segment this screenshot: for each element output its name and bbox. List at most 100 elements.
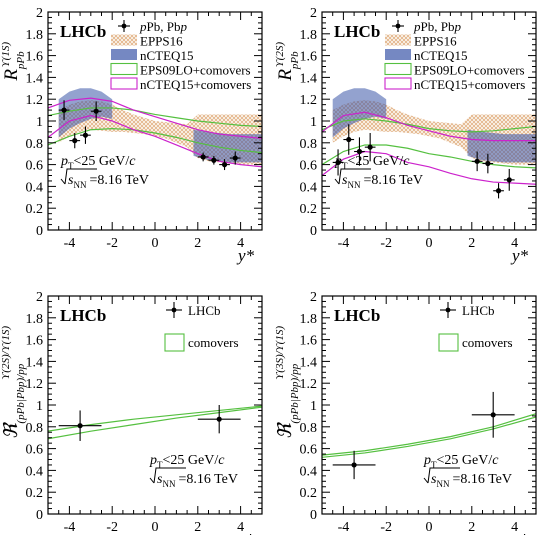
- y-tick-label: 0: [310, 224, 317, 239]
- x-tick-label: 0: [152, 520, 159, 535]
- y-axis-label: ℜ(pPb|Pbp)/ppϒ(3S)/ϒ(1S): [274, 326, 301, 439]
- legend-swatch-ncteq15: [385, 49, 411, 60]
- legend-swatch-ncteq15-comovers: [110, 77, 138, 90]
- x-axis-label: y*: [236, 530, 255, 535]
- x-axis-label: y*: [236, 246, 255, 265]
- data-point: [332, 450, 376, 480]
- marker: [200, 154, 206, 160]
- plot-area: [322, 88, 536, 199]
- legend: LHCb comovers: [438, 302, 513, 352]
- x-tick-label: -4: [64, 520, 76, 535]
- y-tick-label: 0.2: [300, 202, 318, 217]
- legend-label: pPb, Pbp: [139, 19, 187, 34]
- y-axis-label: RpPbϒ(2S): [274, 42, 301, 82]
- x-tick-label: 2: [194, 520, 201, 535]
- marker: [346, 136, 352, 143]
- marker: [474, 158, 480, 164]
- x-axis-label: y*: [510, 246, 529, 265]
- y-tick-label: 0.4: [300, 180, 318, 195]
- legend-swatch-comovers: [164, 333, 185, 352]
- legend-label: EPS09LO+comovers: [414, 63, 525, 78]
- curve-comovers-low: [48, 406, 262, 440]
- sqrt-sign: [423, 477, 429, 484]
- lhcb-watermark: LHCb: [60, 22, 106, 41]
- y-tick-label: 1.4: [300, 355, 318, 370]
- y-tick-label: 0: [310, 508, 317, 523]
- y-tick-label: 1.8: [300, 312, 318, 327]
- data-point: [58, 410, 102, 441]
- x-tick-label: -2: [380, 520, 392, 535]
- sqrt-sign: [149, 477, 155, 484]
- sqrt-sign: [338, 168, 371, 185]
- curve-eps09lo-comovers-high: [322, 118, 536, 133]
- curve-comovers-low: [322, 416, 536, 458]
- marker: [82, 132, 89, 138]
- legend-label: nCTEQ15+comovers: [140, 77, 251, 92]
- curve-ncteq15-comovers-low: [322, 150, 536, 185]
- data-point: [219, 159, 230, 171]
- x-tick-label: -2: [380, 236, 392, 251]
- data-point: [354, 137, 365, 166]
- x-axis-label: y*: [510, 530, 529, 535]
- marker: [351, 462, 357, 468]
- y-tick-label: 1.2: [300, 377, 318, 392]
- x-tick-label: -4: [338, 520, 350, 535]
- kinematic-cut-label: pT<25 GeV/c: [334, 154, 410, 171]
- marker: [232, 155, 238, 161]
- y-tick-label: 1.6: [300, 334, 318, 349]
- y-tick-label: 1.4: [26, 355, 44, 370]
- y-tick-label: 0.2: [26, 486, 44, 501]
- legend-label: EPPS16: [140, 34, 183, 49]
- chart-panel-upper-left: -4 -2 0 2 4 0 0.2 0.4 0.6 0.8 1 1.2 1.4 1.6 1.8 2 y* RpPb…: [0, 6, 263, 265]
- y-tick-label: 1.8: [26, 28, 44, 43]
- plot-area: [48, 405, 262, 441]
- y-tick-label: 0.8: [26, 137, 44, 152]
- curve-eps09lo-comovers-high: [48, 107, 262, 128]
- legend: pPb, PbpEPPS16nCTEQ15EPS09LO+comoversnCT…: [384, 19, 525, 92]
- y-tick-label: 0.4: [26, 180, 44, 195]
- x-tick-label: -4: [64, 236, 76, 251]
- y-tick-label: 0.8: [300, 421, 318, 436]
- y-tick-label: 1: [310, 115, 317, 130]
- y-tick-label: 1.8: [300, 28, 318, 43]
- energy-label: sNN =8.16 TeV: [157, 472, 238, 489]
- y-tick-label: 1.4: [300, 71, 318, 86]
- lhcb-watermark: LHCb: [60, 306, 106, 325]
- data-point: [58, 100, 70, 120]
- sqrt-sign: [60, 178, 66, 185]
- marker: [485, 160, 491, 167]
- x-tick-label: 4: [511, 236, 518, 251]
- legend-label: comovers: [188, 335, 239, 350]
- y-tick-label: 0.6: [26, 443, 44, 458]
- y-tick-label: 0.4: [300, 464, 318, 479]
- y-tick-label: 0.6: [26, 159, 44, 174]
- x-tick-label: 0: [426, 236, 433, 251]
- marker: [506, 177, 512, 183]
- band-ncteq15-fwd: [467, 129, 536, 163]
- x-tick-label: 2: [468, 236, 475, 251]
- legend-swatch-epps16: [111, 34, 137, 46]
- data-point: [208, 155, 220, 165]
- legend-marker: [171, 307, 177, 313]
- y-tick-label: 2: [310, 290, 317, 305]
- y-tick-label: 0.6: [300, 443, 318, 458]
- legend-label: comovers: [462, 335, 513, 350]
- x-tick-label: -2: [106, 520, 118, 535]
- chart-panel-lower-right: -4 -2 0 2 4 0 0.2 0.4 0.6 0.8 1 1.2 1.4 1.6 1.8 2 y* ℜ(pP…: [274, 290, 537, 535]
- y-tick-label: 2: [310, 6, 317, 21]
- energy-label: sNN =8.16 TeV: [342, 173, 423, 190]
- energy-label: sNN =8.16 TeV: [431, 472, 512, 489]
- data-point: [482, 153, 494, 174]
- y-tick-label: 1: [36, 399, 43, 414]
- data-point: [493, 183, 504, 199]
- legend-swatch-ncteq15: [111, 49, 137, 60]
- sqrt-sign: [153, 467, 186, 484]
- curve-ncteq15-comovers-high: [322, 111, 536, 142]
- data-point: [471, 391, 515, 438]
- legend-label: LHCb: [188, 303, 221, 318]
- y-tick-label: 1.6: [300, 50, 318, 65]
- legend-swatch-eps09lo-comovers: [110, 62, 138, 76]
- ticks: [321, 11, 537, 231]
- marker: [490, 412, 496, 418]
